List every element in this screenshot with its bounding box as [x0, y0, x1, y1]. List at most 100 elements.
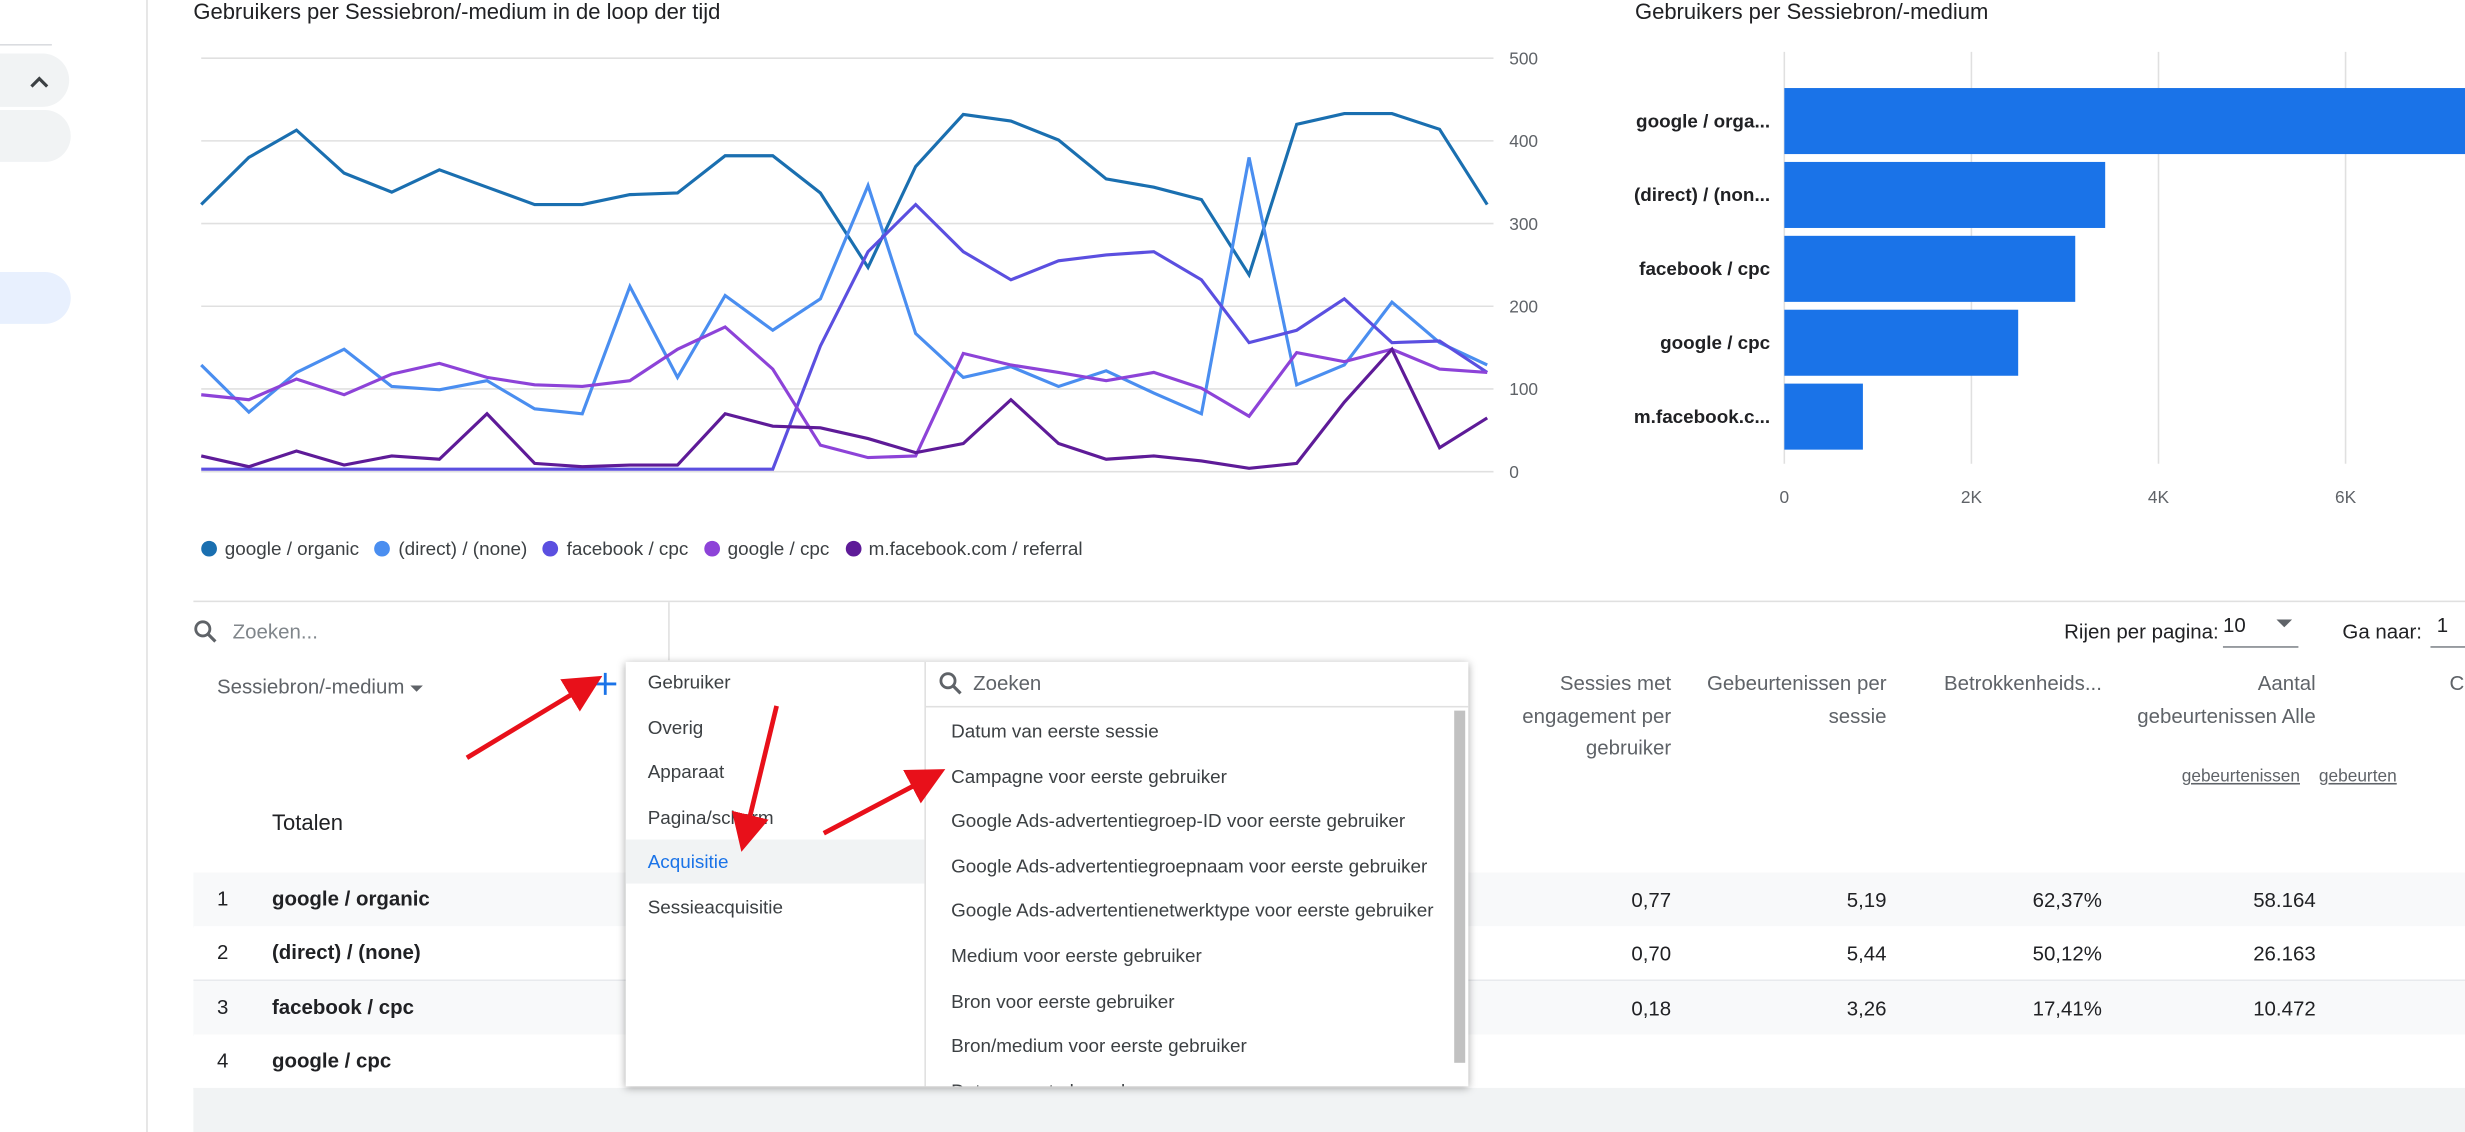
y-tick-label: 0 [1509, 462, 1519, 482]
menu-item[interactable]: Google Ads-advertentienetwerktype voor e… [951, 899, 1434, 922]
cell-value: 3,26 [1846, 996, 1887, 1020]
menu-item[interactable]: Campagne voor eerste gebruiker [951, 765, 1227, 788]
y-tick-label: 200 [1509, 297, 1538, 317]
column-header: Aantal gebeurtenissen Alle [2137, 671, 2316, 728]
legend-item: google / organic [201, 538, 359, 560]
category-label: google / orga... [1636, 110, 1770, 131]
sidebar-item[interactable] [0, 110, 71, 162]
y-tick-label: 300 [1509, 214, 1538, 234]
legend-item: (direct) / (none) [374, 538, 527, 560]
menu-item[interactable]: Bron/medium voor eerste gebruiker [951, 1034, 1247, 1057]
legend: google / organic (direct) / (none) faceboo… [201, 537, 1083, 560]
legend-dot [704, 540, 720, 557]
legend-dot [543, 540, 559, 557]
cell-value: 5,19 [1846, 888, 1887, 912]
chart-title: Gebruikers per Sessiebron/-medium [1635, 0, 1988, 24]
legend-label: m.facebook.com / referral [868, 537, 1083, 560]
row-number: 4 [216, 1048, 229, 1073]
row-dimension: google / cpc [271, 1048, 392, 1073]
bar [1784, 161, 2106, 228]
row-dimension: google / organic [271, 886, 430, 911]
row-number: 2 [216, 940, 229, 965]
row-number: 3 [216, 994, 229, 1019]
cell-value: 50,12% [2032, 942, 2102, 966]
goto-label: Ga naar: [2342, 619, 2422, 644]
rows-label: Rijen per pagina: [2064, 619, 2219, 644]
series-line [201, 325, 1488, 460]
cell-value: 0,77 [1631, 888, 1672, 912]
menu-item[interactable]: Datum eerste bezoek [951, 1080, 1130, 1087]
bar [1784, 309, 2019, 376]
header-filter: gebeurtenissen [2181, 767, 2300, 787]
legend-item: facebook / cpc [543, 538, 688, 560]
table-search[interactable]: Zoeken... [232, 619, 318, 644]
chevron-icon [30, 76, 49, 88]
sidebar [0, 0, 148, 1132]
collapse-button[interactable] [0, 53, 70, 107]
category-label: m.facebook.c... [1634, 406, 1770, 427]
y-tick-label: 400 [1509, 131, 1538, 151]
dimension-menu: Gebruiker Overig Apparaat Pagina/scherm Acqu… [625, 661, 1469, 1087]
legend-label: facebook / cpc [566, 537, 689, 560]
menu-search-border [925, 705, 1469, 708]
dimension-header[interactable]: Sessiebron/-medium [217, 674, 423, 698]
cell-value: 62,37% [2032, 888, 2102, 912]
cell-value: 17,41% [2032, 996, 2102, 1020]
goto-input[interactable]: 1 [2430, 605, 2465, 648]
x-tick-label: 4K [2148, 487, 2170, 507]
dimension-label: Sessiebron/-medium [216, 674, 405, 699]
menu-category[interactable]: Apparaat [647, 761, 725, 784]
series-line [201, 202, 1489, 471]
search-icon [939, 672, 962, 695]
header-filter: gebeurten [2318, 767, 2397, 787]
menu-item[interactable]: Datum van eerste sessie [951, 720, 1159, 743]
bar [1784, 235, 2076, 302]
search-icon [194, 620, 217, 643]
series-line [200, 112, 1489, 279]
menu-search[interactable]: Zoeken [973, 671, 1042, 695]
menu-divider [924, 661, 926, 1087]
menu-item[interactable]: Google Ads-advertentiegroep-ID voor eers… [951, 809, 1406, 832]
category-label: facebook / cpc [1639, 258, 1770, 279]
sidebar-item-active[interactable] [0, 271, 71, 324]
column-header: Conver [2449, 671, 2465, 695]
menu-category[interactable]: Overig [647, 716, 704, 739]
cell-value: 58.164 [2253, 888, 2316, 912]
legend-item: google / cpc [704, 538, 829, 560]
rows-select[interactable]: 10 [2222, 605, 2299, 648]
legend-dot [374, 540, 391, 557]
column-header: Gebeurtenissen per sessie [1707, 671, 1887, 728]
sort-icon [410, 685, 423, 692]
legend-dot [845, 540, 861, 557]
x-tick-label: 2K [1961, 487, 1983, 507]
menu-category[interactable]: Acquisitie [647, 851, 729, 874]
row-number: 1 [216, 886, 229, 911]
menu-category[interactable]: Pagina/scherm [647, 806, 774, 829]
menu-category-highlight [625, 840, 925, 885]
legend-label: google / cpc [727, 537, 830, 560]
bar [1784, 383, 1863, 450]
menu-item[interactable]: Medium voor eerste gebruiker [951, 944, 1202, 967]
category-label: google / cpc [1660, 332, 1770, 353]
y-tick-label: 500 [1509, 48, 1538, 68]
cell-value: 26.163 [2253, 942, 2316, 966]
row-dimension: (direct) / (none) [271, 940, 421, 965]
column-header: Betrokkenheids... [1943, 671, 2102, 695]
x-tick-label: 6K [2335, 487, 2357, 507]
menu-items: Datum van eerste sessie Campagne voor eer… [926, 707, 1468, 1086]
menu-category[interactable]: Gebruiker [647, 671, 731, 694]
menu-category[interactable]: Sessieacquisitie [647, 896, 783, 919]
series-line [200, 157, 1488, 416]
cell-value: 0,18 [1631, 996, 1672, 1020]
series-line [200, 346, 1489, 470]
legend-item: m.facebook.com / referral [845, 537, 1083, 560]
column-header: Sessies met engagement per gebruiker [1522, 671, 1672, 760]
menu-categories: Gebruiker Overig Apparaat Pagina/scherm Acqu… [625, 662, 925, 1086]
menu-item[interactable]: Google Ads-advertentiegroepnaam voor eer… [951, 854, 1428, 877]
legend-dot [201, 540, 217, 557]
dropdown-icon [2276, 619, 2293, 628]
scrollbar [1454, 710, 1466, 1063]
menu-item[interactable]: Bron voor eerste gebruiker [951, 989, 1175, 1012]
